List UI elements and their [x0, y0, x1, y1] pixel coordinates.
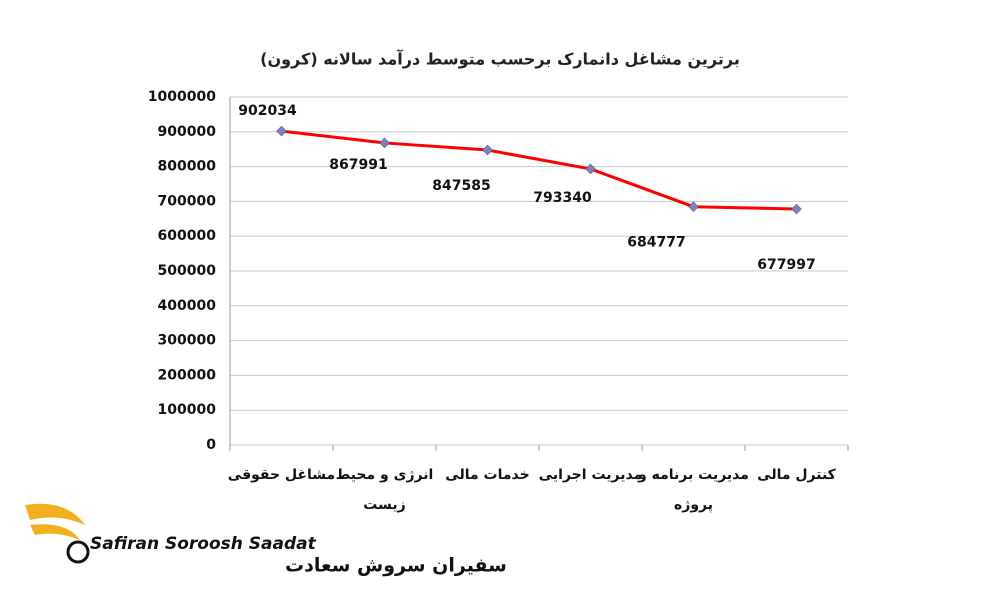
marker [379, 137, 390, 149]
data-label: 867991 [329, 157, 387, 173]
marker [791, 203, 802, 215]
y-tick-label: 400000 [158, 298, 217, 314]
logo-persian: سفیران سروش سعادت [285, 555, 507, 577]
y-tick-label: 0 [206, 437, 216, 453]
y-tick-label: 700000 [158, 193, 217, 209]
y-tick-label: 200000 [158, 367, 217, 383]
y-tick-label: 800000 [158, 159, 217, 175]
logo-wing [30, 524, 80, 540]
line [281, 129, 797, 211]
logo: Safiran Soroosh Saadat سفیران سروش سعادت [25, 503, 507, 577]
y-tick-label: 300000 [158, 333, 217, 349]
marker [688, 201, 699, 213]
marker [585, 163, 596, 175]
x-tick-label: مدیریت برنامه و پروژه [638, 467, 749, 513]
y-tick-label: 600000 [158, 228, 217, 244]
x-tick-label: انرژی و محیط زیست [335, 467, 434, 513]
marker [276, 125, 287, 137]
y-tick-label: 1000000 [148, 89, 216, 105]
y-tick-label: 500000 [158, 263, 217, 279]
x-tick-label: کنترل مالی [757, 467, 836, 483]
chart-title: برترین مشاغل دانمارک برحسب متوسط درآمد س… [260, 49, 740, 69]
logo-swirl [66, 540, 90, 564]
data-label: 847585 [432, 178, 490, 194]
logo-latin: Safiran Soroosh Saadat [90, 534, 317, 554]
marker [482, 144, 493, 156]
y-tick-label: 100000 [158, 402, 217, 418]
y-tick-label: 900000 [158, 124, 217, 140]
data-label: 793340 [533, 190, 592, 206]
x-tick-label: خدمات مالی [445, 467, 530, 483]
data-label: 902034 [238, 103, 297, 119]
logo-wing [25, 503, 85, 525]
x-tick-label: مشاغل حقوقی [227, 467, 336, 483]
data-label: 684777 [627, 235, 685, 251]
data-label: 677997 [757, 257, 815, 273]
x-tick-label: مدیریت اجرایی [538, 467, 643, 483]
